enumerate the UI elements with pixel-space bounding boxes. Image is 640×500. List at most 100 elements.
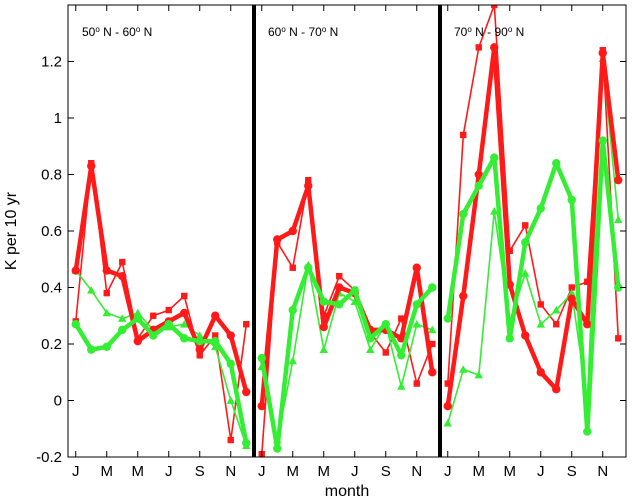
data-point xyxy=(133,314,142,323)
data-point xyxy=(397,351,406,360)
data-point xyxy=(381,320,390,329)
data-point xyxy=(119,258,126,266)
data-point xyxy=(133,308,142,317)
data-point xyxy=(412,263,421,272)
x-tick-label: M xyxy=(504,463,517,480)
data-point xyxy=(181,292,188,300)
data-point xyxy=(336,273,343,280)
series-green-circle xyxy=(443,136,623,436)
data-point xyxy=(475,44,482,51)
data-point xyxy=(366,345,375,354)
data-point xyxy=(567,195,576,205)
data-point xyxy=(319,345,328,354)
data-point xyxy=(398,315,405,322)
data-point xyxy=(505,334,514,343)
data-point xyxy=(536,204,545,213)
data-point xyxy=(413,380,420,387)
data-point xyxy=(397,382,406,390)
data-point xyxy=(568,284,575,291)
y-axis-label: K per 10 yr xyxy=(3,191,20,270)
x-tick-label: M xyxy=(473,463,486,480)
panel-3 xyxy=(443,5,623,436)
y-tick-label: 0.2 xyxy=(41,336,62,353)
y-tick-label: -0.2 xyxy=(36,449,62,466)
y-tick-label: 0.8 xyxy=(41,167,62,184)
data-point xyxy=(444,380,451,387)
series-line xyxy=(73,316,249,444)
x-tick-label: J xyxy=(537,463,545,480)
data-point xyxy=(350,286,359,295)
x-tick-label: J xyxy=(165,463,173,480)
data-point xyxy=(180,334,189,343)
data-point xyxy=(552,159,561,168)
data-point xyxy=(195,336,204,346)
x-tick-label: M xyxy=(287,463,300,480)
y-tick-label: 1.2 xyxy=(41,54,62,71)
panel-title: 50o N - 60o N xyxy=(82,25,152,40)
panel-1 xyxy=(71,160,251,450)
panel-title: 60o N - 70o N xyxy=(268,25,338,40)
x-tick-label: J xyxy=(258,463,266,480)
data-point xyxy=(196,352,203,359)
x-tick-label: N xyxy=(597,463,608,480)
data-point xyxy=(335,300,344,309)
data-point xyxy=(118,325,127,335)
data-point xyxy=(536,368,545,377)
data-point xyxy=(211,311,220,320)
panel-separators xyxy=(252,5,442,457)
data-point xyxy=(335,283,344,292)
x-tick-label: J xyxy=(351,463,359,480)
data-point xyxy=(614,283,623,292)
x-tick-label: J xyxy=(444,463,452,480)
data-point xyxy=(71,320,80,329)
data-point xyxy=(522,222,529,229)
data-point xyxy=(211,342,220,351)
data-point xyxy=(584,278,591,286)
data-point xyxy=(273,444,282,453)
series-red-square xyxy=(258,176,436,457)
data-point xyxy=(443,314,452,323)
x-tick-label: N xyxy=(411,463,422,480)
data-point xyxy=(460,131,467,139)
data-point xyxy=(165,306,172,314)
data-point xyxy=(242,438,251,448)
series-line xyxy=(75,270,248,446)
data-point xyxy=(521,331,530,340)
data-point xyxy=(304,181,313,190)
plot-frame xyxy=(67,4,627,458)
data-point xyxy=(304,263,313,272)
x-tick-label: S xyxy=(195,463,205,480)
data-point xyxy=(366,334,375,343)
x-tick-label: M xyxy=(132,463,145,480)
x-tick-label: S xyxy=(567,463,577,480)
data-point xyxy=(226,331,235,340)
y-tick-label: 1 xyxy=(54,110,62,127)
x-tick-label: S xyxy=(381,463,391,480)
data-point xyxy=(536,320,545,328)
data-point xyxy=(459,365,468,373)
series-red-circle xyxy=(257,181,437,411)
data-point xyxy=(491,5,498,9)
data-point xyxy=(614,215,623,224)
data-point xyxy=(87,345,96,354)
series-green-triangle xyxy=(71,266,251,450)
data-point xyxy=(227,436,234,444)
y-tick-label: 0.6 xyxy=(41,223,62,240)
data-point xyxy=(242,387,251,397)
data-point xyxy=(459,291,468,301)
data-point xyxy=(567,294,576,303)
data-point xyxy=(211,336,220,346)
data-point xyxy=(521,269,530,277)
x-tick-label: M xyxy=(318,463,331,480)
data-point xyxy=(598,136,607,145)
data-point xyxy=(505,280,514,289)
data-point xyxy=(102,342,111,352)
data-point xyxy=(614,175,623,185)
data-point xyxy=(428,325,437,334)
series-line xyxy=(259,265,434,451)
data-point xyxy=(429,340,436,348)
panel-2 xyxy=(257,176,437,457)
y-tick-label: 0.4 xyxy=(41,280,62,297)
data-point xyxy=(87,286,96,294)
